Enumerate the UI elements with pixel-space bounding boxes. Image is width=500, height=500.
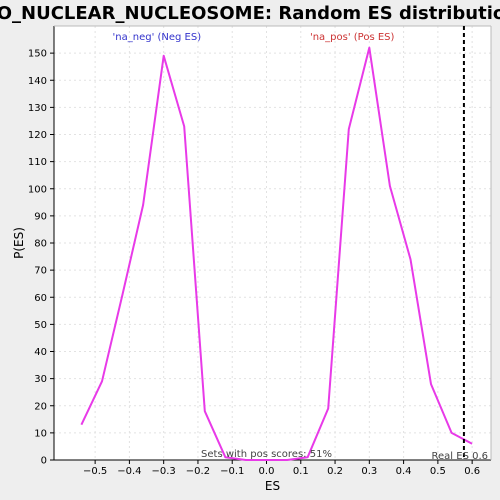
- y-tick-label: 110: [28, 157, 47, 168]
- x-tick-label: 0.6: [464, 466, 480, 477]
- plot-area: [54, 26, 491, 460]
- pos-es-label: 'na_pos' (Pos ES): [310, 32, 395, 43]
- neg-es-label: 'na_neg' (Neg ES): [113, 32, 202, 43]
- y-tick-label: 20: [34, 401, 47, 412]
- x-tick-label: 0.4: [396, 466, 412, 477]
- x-tick-label: −0.2: [186, 466, 210, 477]
- x-tick-label: −0.4: [117, 466, 141, 477]
- y-tick-label: 30: [34, 374, 47, 385]
- x-tick-label: −0.1: [220, 466, 244, 477]
- series: [80, 46, 473, 461]
- y-tick-label: 90: [34, 211, 47, 222]
- y-tick-label: 0: [41, 456, 47, 467]
- y-tick-label: 50: [34, 320, 47, 331]
- es-distribution-line: [80, 46, 473, 461]
- x-tick-label: −0.5: [83, 466, 107, 477]
- grid: [54, 26, 491, 461]
- pos-scores-label: Sets with pos scores: 51%: [201, 449, 332, 460]
- y-tick-label: 140: [28, 76, 47, 87]
- chart-title: GO_NUCLEAR_NUCLEOSOME: Random ES distrib…: [0, 3, 500, 24]
- y-tick-label: 40: [34, 347, 47, 358]
- x-tick-label: 0.1: [293, 466, 309, 477]
- x-tick-label: −0.3: [152, 466, 176, 477]
- real-es-label: Real ES 0.6: [432, 451, 488, 462]
- x-axis-label: ES: [265, 479, 280, 493]
- y-tick-label: 130: [28, 103, 47, 114]
- y-tick-label: 120: [28, 130, 47, 141]
- y-tick-label: 10: [34, 428, 47, 439]
- y-tick-label: 60: [34, 293, 47, 304]
- x-tick-label: 0.3: [361, 466, 377, 477]
- y-tick-label: 150: [28, 49, 47, 60]
- x-tick-label: 0.0: [259, 466, 275, 477]
- x-tick-label: 0.2: [327, 466, 343, 477]
- tick-labels: −0.5 −0.4 −0.3 −0.2 −0.1 0.0 0.1 0.2 0.3 0.4 0.5 0.…: [28, 49, 480, 477]
- y-tick-label: 70: [34, 266, 47, 277]
- x-tick-label: 0.5: [430, 466, 446, 477]
- y-axis-label: P(ES): [12, 227, 26, 259]
- y-tick-label: 80: [34, 239, 47, 250]
- y-tick-label: 100: [28, 184, 47, 195]
